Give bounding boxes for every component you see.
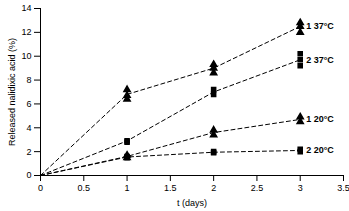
svg-text:1: 1 xyxy=(125,183,130,193)
svg-text:2.5: 2.5 xyxy=(251,183,264,193)
svg-text:0: 0 xyxy=(38,183,43,193)
svg-text:6: 6 xyxy=(26,99,31,109)
svg-text:10: 10 xyxy=(21,51,31,61)
svg-text:2 20°C: 2 20°C xyxy=(306,145,334,155)
svg-text:2: 2 xyxy=(211,183,216,193)
svg-text:4: 4 xyxy=(26,123,31,133)
svg-text:0: 0 xyxy=(26,170,31,180)
svg-text:2: 2 xyxy=(26,147,31,157)
svg-text:1.5: 1.5 xyxy=(164,183,177,193)
svg-text:t (days): t (days) xyxy=(177,198,207,208)
svg-text:12: 12 xyxy=(21,27,31,37)
svg-text:Released nalidixic acid (%): Released nalidixic acid (%) xyxy=(7,38,17,146)
svg-text:3: 3 xyxy=(298,183,303,193)
svg-text:0.5: 0.5 xyxy=(78,183,91,193)
svg-text:1 20°C: 1 20°C xyxy=(306,114,334,124)
svg-text:14: 14 xyxy=(21,3,31,13)
svg-text:1 37°C: 1 37°C xyxy=(306,21,334,31)
svg-text:2 37°C: 2 37°C xyxy=(306,55,334,65)
svg-text:3.5: 3.5 xyxy=(337,183,349,193)
svg-text:8: 8 xyxy=(26,75,31,85)
